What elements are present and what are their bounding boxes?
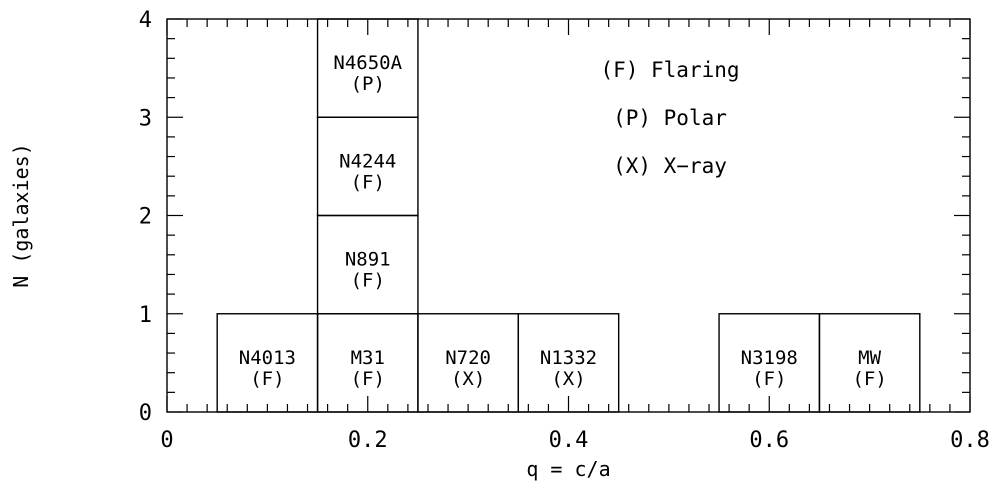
legend: (F) Flaring (P) Polar (X) X−ray [600, 58, 739, 178]
tick-labels: 0 0.2 0.4 0.6 0.8 0 1 2 3 4 [139, 8, 990, 453]
legend-entry: (X) X−ray [613, 154, 727, 178]
y-tick-label: 0 [139, 401, 152, 426]
x-tick-label: 0.8 [950, 428, 990, 453]
galaxy-box-n891: N891(F) [316, 214, 419, 315]
galaxy-name-label: N1332 [540, 347, 597, 369]
galaxy-box-mw: MW(F) [818, 313, 921, 413]
galaxy-type-label: (F) [351, 270, 385, 292]
x-axis-label: q = c/a [526, 457, 610, 481]
galaxy-name-label: N3198 [741, 347, 798, 369]
x-tick-label: 0.4 [549, 428, 589, 453]
x-tick-label: 0 [160, 428, 173, 453]
galaxy-type-label: (F) [351, 368, 385, 390]
galaxy-type-label: (F) [752, 368, 786, 390]
galaxy-box-n4244: N4244(F) [316, 116, 419, 217]
y-tick-label: 1 [139, 303, 152, 328]
galaxy-box-n720: N720(X) [417, 313, 520, 413]
galaxy-type-label: (P) [351, 73, 385, 95]
galaxy-type-label: (F) [250, 368, 284, 390]
galaxy-boxes: N4013(F)M31(F)N891(F)N4244(F)N4650A(P)N7… [216, 18, 921, 413]
galaxy-name-label: N4650A [333, 52, 402, 74]
galaxy-box-n4650a: N4650A(P) [316, 18, 419, 118]
galaxy-name-label: N720 [445, 347, 491, 369]
galaxy-name-label: N891 [345, 249, 391, 271]
x-tick-label: 0.6 [749, 428, 789, 453]
galaxy-box-n4013: N4013(F) [216, 313, 319, 413]
legend-entry: (P) Polar [613, 106, 727, 130]
y-tick-label: 3 [139, 106, 152, 131]
galaxy-type-label: (X) [551, 368, 585, 390]
galaxy-type-label: (X) [451, 368, 485, 390]
legend-entry: (F) Flaring [600, 58, 739, 82]
y-tick-label: 4 [139, 8, 152, 33]
galaxy-name-label: M31 [351, 347, 385, 369]
galaxy-name-label: N4244 [339, 150, 396, 172]
x-tick-label: 0.2 [348, 428, 388, 453]
galaxy-box-n3198: N3198(F) [718, 313, 821, 413]
galaxy-box-n1332: N1332(X) [517, 313, 620, 413]
y-tick-label: 2 [139, 205, 152, 230]
galaxy-name-label: N4013 [239, 347, 296, 369]
plot-frame [166, 18, 971, 413]
galaxy-type-label: (F) [351, 171, 385, 193]
galaxy-name-label: MW [858, 347, 881, 369]
galaxy-type-label: (F) [852, 368, 886, 390]
y-axis-label: N (galaxies) [9, 143, 33, 288]
